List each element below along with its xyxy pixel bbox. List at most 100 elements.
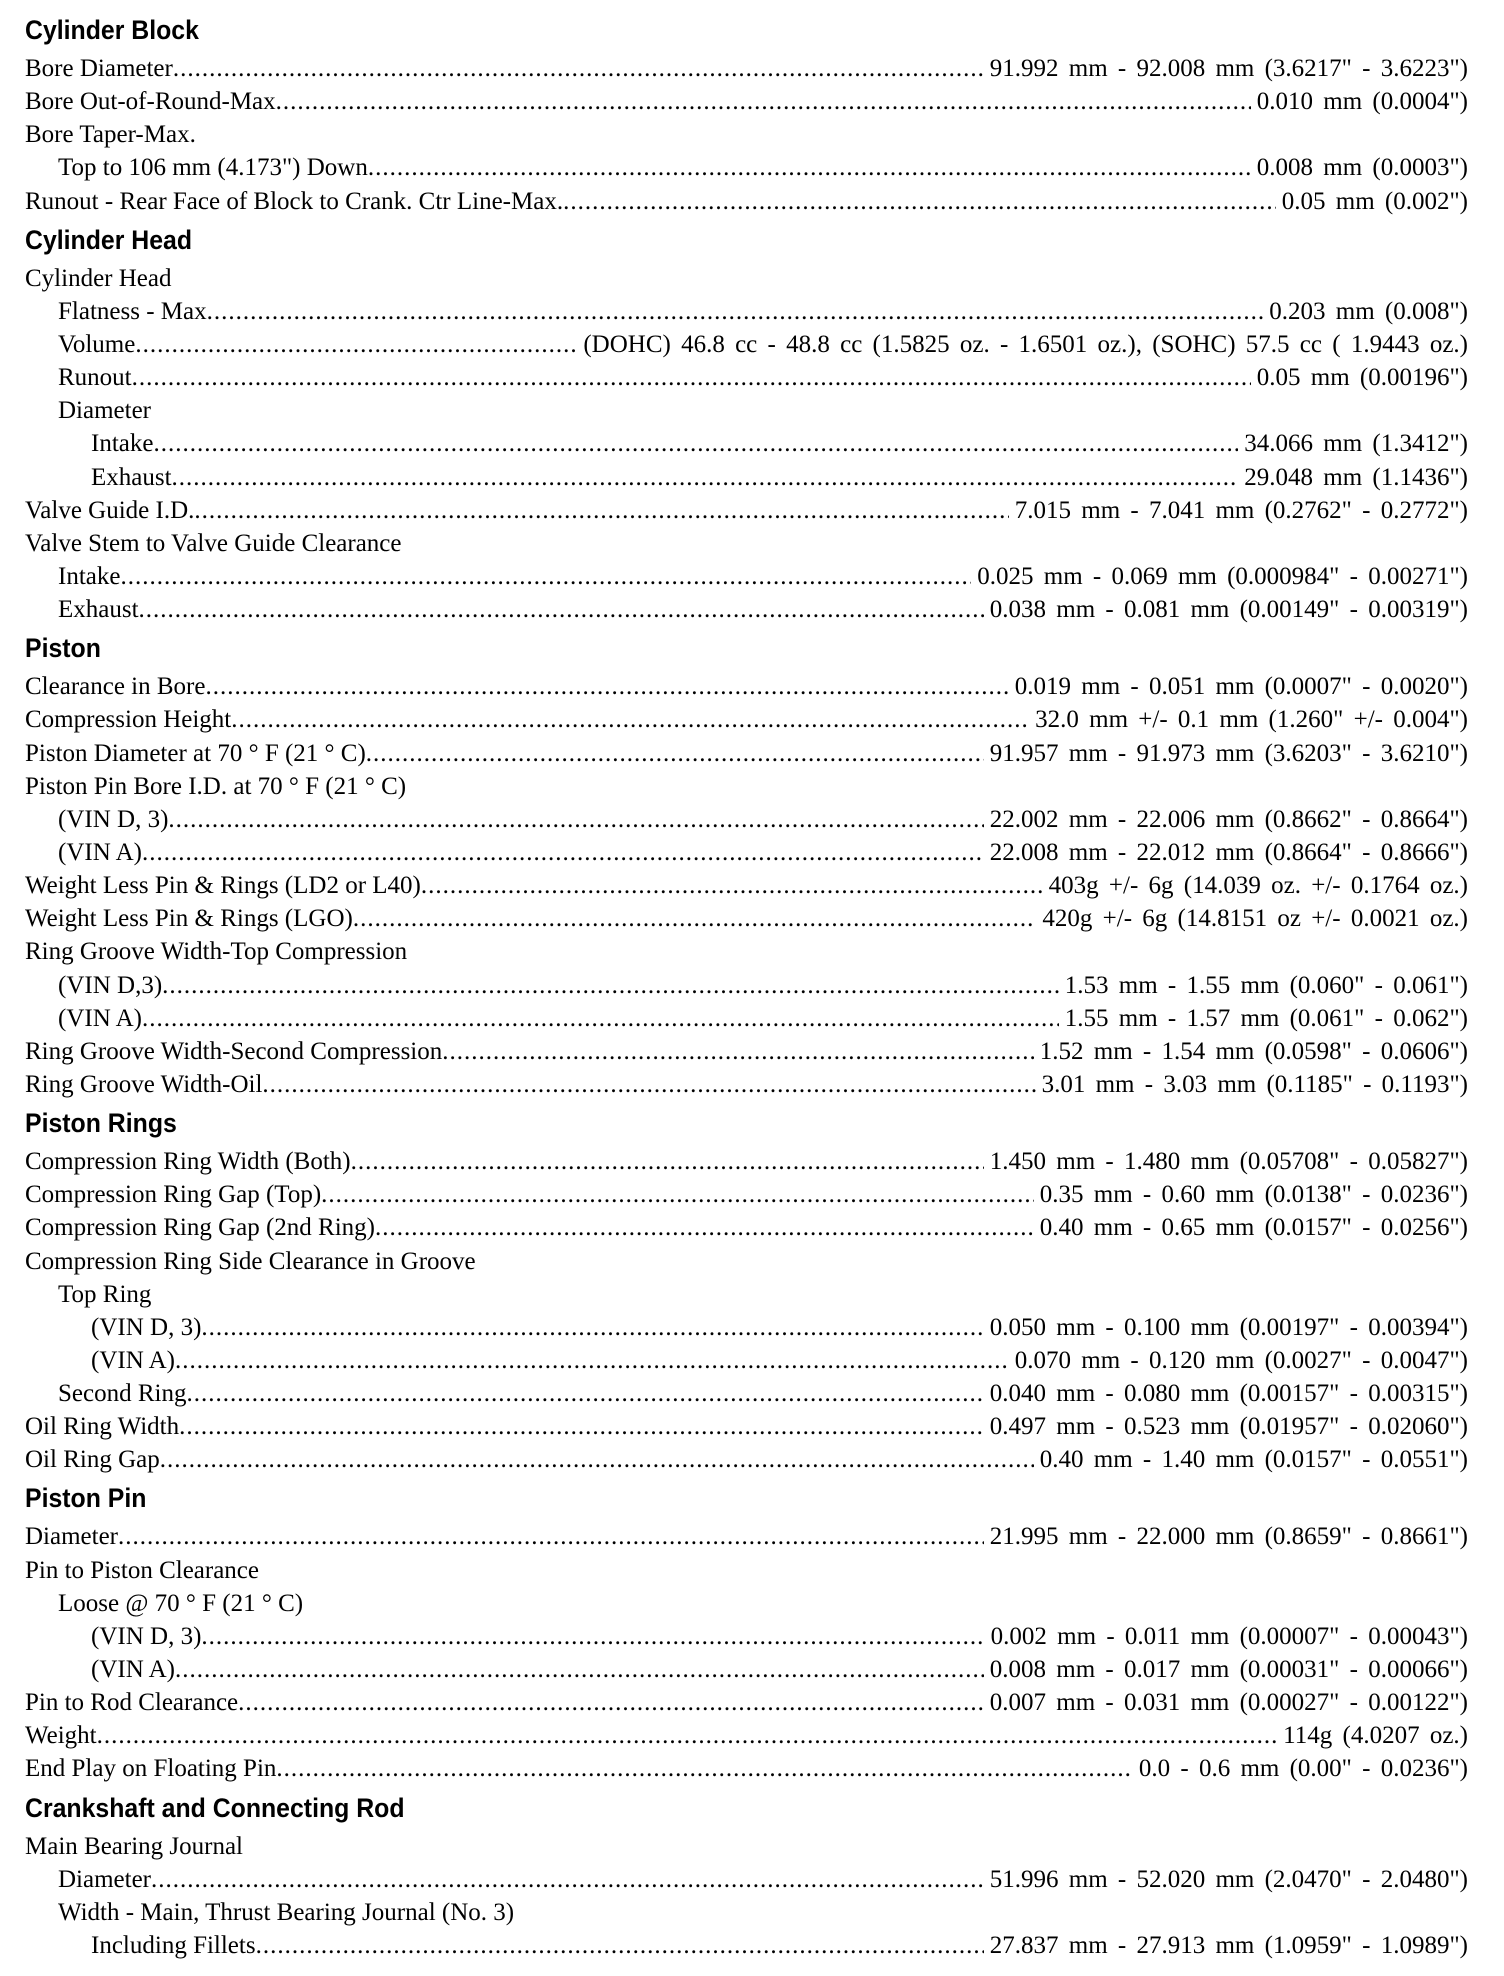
leader-dots [231, 703, 1029, 736]
leader-dots [160, 1443, 1034, 1476]
leader-dots [353, 902, 1037, 935]
spec-value: 0.40 mm - 1.40 mm (0.0157" - 0.0551") [1039, 1446, 1468, 1474]
spec-value: 0.203 mm (0.008") [1269, 297, 1468, 325]
spec-label: Ring Groove Width-Oil [25, 1070, 263, 1098]
spec-row: Main Bearing Journal [25, 1830, 1468, 1863]
spec-row: (VIN D, 3) 0.002 mm - 0.011 mm (0.00007" … [25, 1620, 1468, 1653]
spec-row: Intake 34.066 mm (1.3412") [25, 427, 1468, 460]
spec-label: Including Fillets [91, 1932, 256, 1960]
leader-dots [351, 1145, 984, 1178]
spec-label: Weight Less Pin & Rings (LD2 or L40) [25, 872, 421, 900]
spec-value: 0.497 mm - 0.523 mm (0.01957" - 0.02060"… [989, 1413, 1468, 1441]
spec-value: 22.002 mm - 22.006 mm (0.8662" - 0.8664"… [989, 805, 1468, 833]
leader-dots [175, 1344, 1009, 1377]
leader-dots [168, 803, 983, 836]
spec-label: Piston Pin Bore I.D. at 70 ° F (21 ° C) [25, 772, 407, 800]
spec-label: (VIN D,3) [58, 971, 163, 999]
specifications-document: Cylinder Block Bore Diameter 91.992 mm - 9… [25, 8, 1468, 1962]
spec-row: Weight Less Pin & Rings (LGO) 420g +/- 6… [25, 902, 1468, 935]
section-heading: Piston Pin [25, 1483, 147, 1514]
spec-label: Pin to Piston Clearance [25, 1556, 259, 1584]
spec-row: Weight Less Pin & Rings (LD2 or L40) 403… [25, 869, 1468, 902]
spec-label: Compression Ring Gap (Top) [25, 1181, 322, 1209]
leader-dots [175, 1653, 984, 1686]
spec-value: 91.957 mm - 91.973 mm (3.6203" - 3.6210"… [989, 739, 1468, 767]
leader-dots [256, 1929, 984, 1962]
spec-value: 0.050 mm - 0.100 mm (0.00197" - 0.00394"… [989, 1313, 1468, 1341]
spec-label: Bore Diameter [25, 55, 173, 82]
leader-dots [135, 328, 577, 361]
spec-label: Ring Groove Width-Second Compression [25, 1037, 443, 1065]
leader-dots [172, 461, 1239, 494]
spec-row: Compression Ring Width (Both) 1.450 mm -… [25, 1145, 1468, 1178]
leader-dots [366, 737, 984, 770]
spec-value: 27.837 mm - 27.913 mm (1.0959" - 1.0989"… [989, 1932, 1468, 1960]
spec-row: Bore Taper-Max. [25, 118, 1468, 151]
spec-label: Compression Ring Gap (2nd Ring) [25, 1214, 375, 1242]
leader-dots [139, 593, 984, 626]
spec-label: Runout [58, 364, 132, 392]
spec-row: Diameter [25, 394, 1468, 427]
spec-row: Piston Pin Bore I.D. at 70 ° F (21 ° C) [25, 770, 1468, 803]
spec-label: Runout - Rear Face of Block to Crank. Ct… [25, 187, 564, 215]
spec-value: 1.52 mm - 1.54 mm (0.0598" - 0.0606") [1039, 1037, 1468, 1065]
spec-label: Valve Guide I.D. [25, 496, 195, 524]
leader-dots [201, 1620, 984, 1653]
spec-row: Exhaust 29.048 mm (1.1436") [25, 461, 1468, 494]
spec-value: 1.450 mm - 1.480 mm (0.05708" - 0.05827"… [989, 1148, 1468, 1176]
leader-dots [205, 670, 1008, 703]
spec-value: 32.0 mm +/- 0.1 mm (1.260" +/- 0.004") [1035, 706, 1468, 734]
spec-row: Ring Groove Width-Oil 3.01 mm - 3.03 mm … [25, 1068, 1468, 1101]
spec-value: 3.01 mm - 3.03 mm (0.1185" - 0.1193") [1041, 1070, 1468, 1098]
spec-row: Volume (DOHC) 46.8 cc - 48.8 cc (1.5825 o… [25, 328, 1468, 361]
section-heading: Piston [25, 633, 101, 664]
spec-label: Pin to Rod Clearance [25, 1689, 239, 1717]
spec-row: Compression Ring Side Clearance in Groov… [25, 1245, 1468, 1278]
section-heading: Cylinder Block [25, 15, 199, 45]
spec-label: (VIN D, 3) [58, 805, 169, 833]
spec-label: (VIN A) [58, 838, 143, 866]
spec-label: Exhaust [91, 463, 172, 491]
spec-value: 7.015 mm - 7.041 mm (0.2762" - 0.2772") [1014, 496, 1468, 524]
spec-row: Top Ring [25, 1278, 1468, 1311]
leader-dots [173, 52, 984, 85]
leader-dots [238, 1686, 984, 1719]
leader-dots [262, 1068, 1035, 1101]
leader-dots [153, 427, 1238, 460]
spec-value: 0.008 mm - 0.017 mm (0.00031" - 0.00066"… [989, 1656, 1468, 1684]
spec-label: Compression Ring Side Clearance in Groov… [25, 1247, 476, 1275]
leader-dots [201, 1311, 983, 1344]
spec-label: Main Bearing Journal [25, 1832, 244, 1860]
spec-value: 0.070 mm - 0.120 mm (0.0027" - 0.0047") [1014, 1346, 1468, 1374]
spec-value: 0.05 mm (0.002") [1281, 187, 1468, 215]
spec-value: 0.35 mm - 0.60 mm (0.0138" - 0.0236") [1039, 1181, 1468, 1209]
spec-label: Cylinder Head [25, 264, 172, 292]
spec-label: Intake [91, 430, 154, 458]
spec-row: Diameter 51.996 mm - 52.020 mm (2.0470" -… [25, 1863, 1468, 1896]
spec-label: Diameter [58, 1865, 152, 1893]
leader-dots [118, 1520, 984, 1553]
section-heading: Crankshaft and Connecting Rod [25, 1792, 405, 1823]
spec-label: Second Ring [58, 1380, 187, 1408]
spec-label: (VIN A) [91, 1346, 176, 1374]
spec-value: 0.05 mm (0.00196") [1256, 364, 1468, 392]
leader-dots [162, 969, 1059, 1002]
leader-dots [375, 1211, 1034, 1244]
spec-value: 29.048 mm (1.1436") [1244, 463, 1468, 491]
leader-dots [276, 85, 1251, 118]
spec-label: Volume [58, 330, 136, 358]
spec-row: (VIN D, 3) 0.050 mm - 0.100 mm (0.00197" … [25, 1311, 1468, 1344]
leader-dots [442, 1035, 1034, 1068]
spec-row: Loose @ 70 ° F (21 ° C) [25, 1587, 1468, 1620]
spec-row: Runout 0.05 mm (0.00196") [25, 361, 1468, 394]
leader-dots [151, 1863, 984, 1896]
spec-label: Valve Stem to Valve Guide Clearance [25, 529, 402, 557]
spec-row: (VIN A) 1.55 mm - 1.57 mm (0.061" - 0.06… [25, 1002, 1468, 1035]
spec-label: Oil Ring Width [25, 1413, 180, 1441]
spec-row: Valve Guide I.D. 7.015 mm - 7.041 mm (0.2… [25, 494, 1468, 527]
spec-row: Runout - Rear Face of Block to Crank. Ct… [25, 185, 1468, 218]
leader-dots [321, 1178, 1034, 1211]
spec-value: 114g (4.0207 oz.) [1283, 1722, 1468, 1750]
spec-label: Top Ring [58, 1280, 152, 1308]
spec-row: Compression Height 32.0 mm +/- 0.1 mm (1.… [25, 703, 1468, 736]
